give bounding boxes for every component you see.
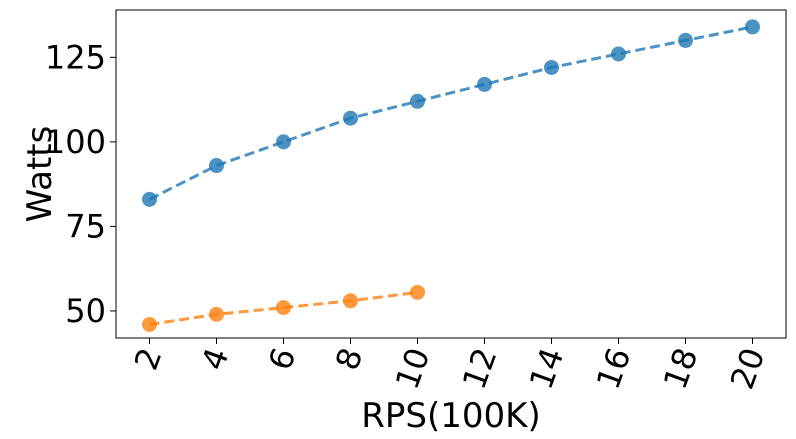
y-tick-label: 75 (65, 207, 106, 245)
x-tick-label: 4 (194, 343, 237, 375)
plot-frame (115, 9, 787, 339)
series-2-point (276, 300, 291, 316)
y-axis-label: Watts (20, 126, 60, 223)
series-1-line (148, 25, 753, 201)
y-tick-label: 50 (65, 292, 106, 330)
series-1-point (745, 19, 760, 35)
series-1-point (276, 134, 291, 150)
series-2-point (142, 316, 157, 332)
x-tick-label: 14 (522, 343, 572, 394)
plot-area (142, 19, 760, 332)
series-1-point (477, 76, 492, 92)
x-tick-label: 10 (388, 343, 438, 394)
x-tick-label: 20 (723, 343, 773, 394)
x-tick-label: 8 (328, 343, 371, 375)
series-2-point (209, 306, 224, 322)
series-2-point (343, 293, 358, 309)
x-tick-label: 2 (127, 343, 170, 375)
x-tick-label: 16 (589, 343, 639, 394)
series-2-point (410, 284, 425, 300)
series-1-point (343, 110, 358, 126)
x-axis-label: RPS(100K) (361, 396, 540, 436)
series-1-point (544, 59, 559, 75)
y-tick-label: 100 (45, 123, 106, 161)
series-1-point (209, 158, 224, 174)
x-tick-label: 12 (455, 343, 505, 394)
series-1-point (678, 32, 693, 48)
x-tick-label: 18 (656, 343, 706, 394)
series-1-point (611, 46, 626, 62)
x-axis: 2 4 6 8 10 12 14 16 18 20 (127, 338, 773, 394)
y-axis: 50 75 100 125 (45, 38, 116, 330)
x-tick-label: 6 (261, 343, 304, 375)
series-1-point (142, 191, 157, 207)
y-tick-label: 125 (45, 38, 106, 76)
series-1-point (410, 93, 425, 109)
